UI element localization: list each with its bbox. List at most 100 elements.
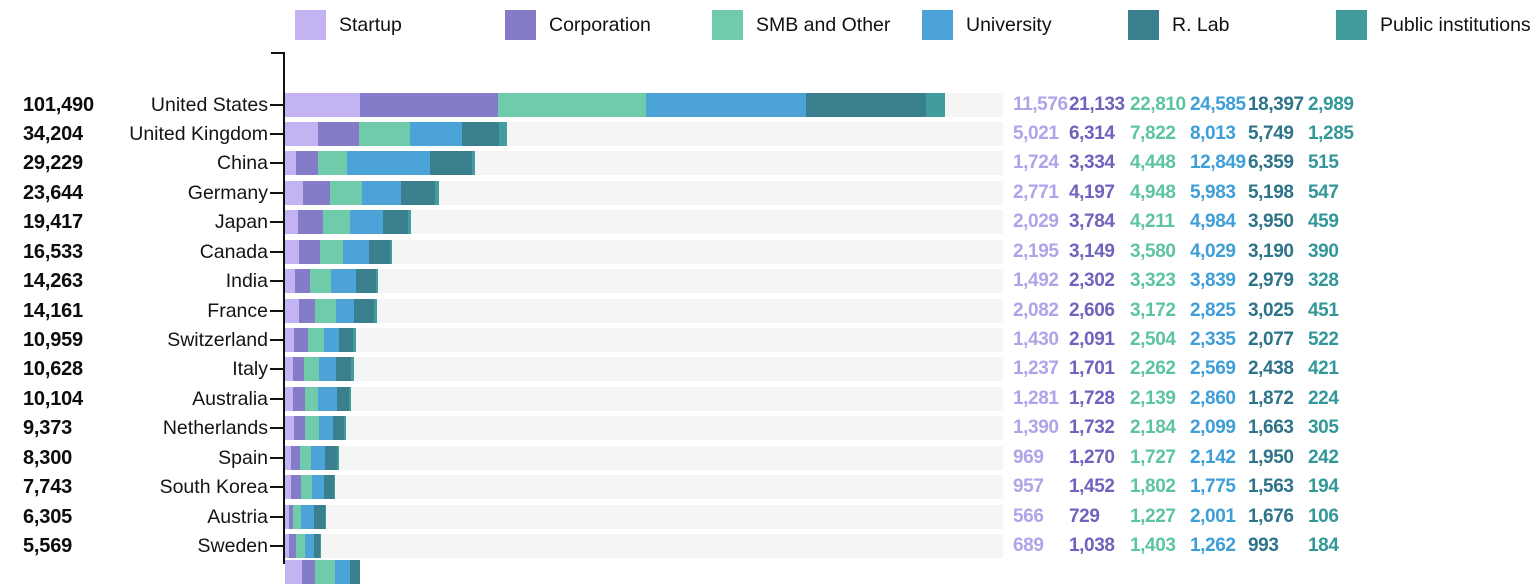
value-label-startup: 1,281 [1013,387,1059,409]
chart-row: 14,161 France 2,082 2,606 3,172 2,825 3,025 451 [0,298,1536,323]
bar-segment-smb [330,180,363,205]
legend-item-corporation[interactable]: Corporation [505,10,651,40]
row-total: 7,743 [23,476,73,499]
row-total: 8,300 [23,446,73,469]
value-label-public: 390 [1308,240,1339,262]
row-total: 23,644 [23,181,83,204]
value-label-rlab: 5,198 [1248,181,1294,203]
value-label-university: 8,013 [1190,122,1236,144]
chart-row: 10,628 Italy 1,237 1,701 2,262 2,569 2,438 421 [0,357,1536,382]
chart-row: 34,204 United Kingdom 5,021 6,314 7,822 8,013… [0,121,1536,146]
row-total: 10,628 [23,358,83,381]
value-label-university: 2,860 [1190,387,1236,409]
bar-segment-corporation [291,445,300,470]
value-label-rlab: 3,190 [1248,240,1294,262]
bar-segment-startup [285,327,295,352]
legend-item-smb[interactable]: SMB and Other [712,10,890,40]
bar-segment-rlab [335,357,352,382]
value-label-corporation: 1,728 [1069,387,1115,409]
bar-segment-corporation [303,180,331,205]
axis-tick [270,544,283,547]
bar-segment-university [318,357,336,382]
axis-tick [270,397,283,400]
bar-segment-public [435,180,439,205]
bar-segment-corporation [291,475,301,500]
bar-segment-startup [285,475,292,500]
bar-track [285,239,1003,264]
bar-segment-public [389,239,393,264]
bar-segment-rlab [337,386,350,411]
chart-row: 8,300 Spain 969 1,270 1,727 2,142 1,950 242 [0,445,1536,470]
row-country-label: Australia [192,387,268,410]
bar-segment-corporation [360,92,498,117]
legend-item-public[interactable]: Public institutions [1336,10,1531,40]
bar-track [285,121,1003,146]
chart-row: 6,305 Austria 566 729 1,227 2,001 1,676 106 [0,504,1536,529]
bar-segment-public [352,327,357,352]
legend-item-rlab[interactable]: R. Lab [1128,10,1229,40]
row-total: 9,373 [23,417,73,440]
value-label-university: 1,775 [1190,476,1236,498]
legend-item-startup[interactable]: Startup [295,10,402,40]
value-label-public: 515 [1308,152,1339,174]
bar-segment-corporation [294,269,310,294]
legend-swatch-rlab [1128,10,1159,40]
value-label-rlab: 3,025 [1248,299,1294,321]
bar-segment-university [310,445,325,470]
value-label-corporation: 729 [1069,505,1100,527]
row-country-label: Germany [187,181,268,204]
row-country-label: South Korea [159,476,268,499]
row-country-label: France [207,299,268,322]
axis-tick [270,368,283,371]
legend-swatch-startup [295,10,326,40]
value-label-smb: 4,211 [1130,211,1175,233]
legend-item-university[interactable]: University [922,10,1052,40]
chart-row: 23,644 Germany 2,771 4,197 4,948 5,983 5,198 54… [0,180,1536,205]
value-label-startup: 11,576 [1013,93,1068,115]
bar-segment-university [319,416,334,441]
row-total: 6,305 [23,505,73,528]
value-label-university: 4,029 [1190,240,1236,262]
bar-segment-university [301,504,315,529]
bar-segment-university [324,327,340,352]
bar-segment-public [499,121,508,146]
bar-segment-rlab [333,416,344,441]
bar-segment-corporation [294,416,306,441]
value-label-rlab: 2,438 [1248,358,1294,380]
value-label-smb: 1,802 [1130,476,1176,498]
value-label-startup: 2,082 [1013,299,1059,321]
chart-row: 16,533 Canada 2,195 3,149 3,580 4,029 3,190 390 [0,239,1536,264]
value-label-corporation: 2,091 [1069,328,1115,350]
bar-segment-smb [293,504,302,529]
bar-segment-smb [497,92,647,117]
legend-label: R. Lab [1172,13,1230,36]
value-label-public: 2,989 [1308,93,1354,115]
value-label-corporation: 3,784 [1069,211,1115,233]
bar-segment-rlab [314,504,326,529]
value-label-rlab: 5,749 [1248,122,1294,144]
bar-segment-smb [322,210,351,235]
bar-segment-rlab [401,180,436,205]
bar-segment-startup [285,269,295,294]
value-label-university: 3,839 [1190,270,1236,292]
bar-segment-university [343,239,370,264]
value-label-rlab: 993 [1248,534,1279,556]
value-label-university: 2,569 [1190,358,1236,380]
bar-segment-university [646,92,806,117]
value-label-startup: 969 [1013,446,1044,468]
value-label-corporation: 1,270 [1069,446,1115,468]
bar-segment-smb [315,298,337,323]
bar-segment-smb [299,445,311,470]
value-label-public: 328 [1308,270,1339,292]
bar-segment-rlab [324,445,338,470]
bar-segment-university [409,121,462,146]
row-country-label: India [225,270,268,293]
row-country-label: Switzerland [167,328,268,351]
legend-label: Startup [339,13,402,36]
value-label-startup: 2,771 [1013,181,1059,203]
value-label-corporation: 1,452 [1069,476,1115,498]
value-label-public: 451 [1308,299,1339,321]
bar-segment-public [337,445,339,470]
value-label-startup: 1,724 [1013,152,1059,174]
value-label-smb: 4,448 [1130,152,1176,174]
